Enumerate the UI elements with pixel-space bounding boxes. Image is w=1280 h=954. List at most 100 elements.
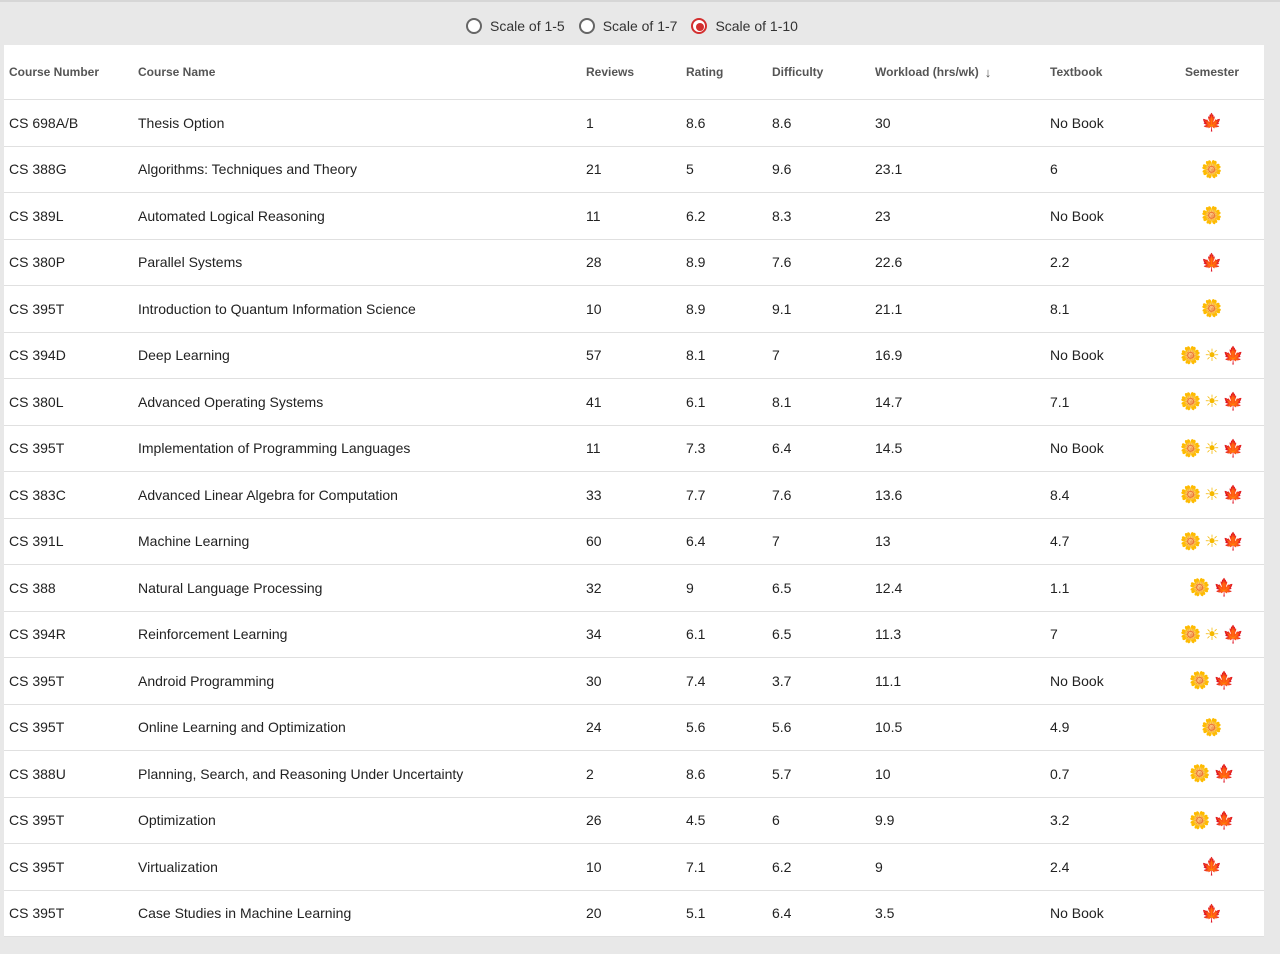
table-row[interactable]: CS 388 Natural Language Processing 32 9 6.5 1… <box>4 564 1264 612</box>
header-semester[interactable]: Semester <box>1160 45 1264 100</box>
scale-option-label: Scale of 1-5 <box>490 18 565 34</box>
cell-semester: 🌼 ☀ 🍁 <box>1160 425 1264 472</box>
cell-course-number: CS 395T <box>4 704 133 751</box>
cell-reviews: 32 <box>581 564 681 612</box>
cell-reviews: 30 <box>581 657 681 705</box>
cell-rating: 8.9 <box>681 285 767 333</box>
cell-rating: 7.4 <box>681 657 767 705</box>
maple-leaf-icon: 🍁 <box>1201 903 1223 923</box>
cell-workload: 9 <box>870 843 1045 891</box>
cell-course-number: CS 394R <box>4 611 133 658</box>
cell-semester: 🌼 <box>1160 704 1264 751</box>
cell-rating: 6.4 <box>681 518 767 565</box>
header-textbook[interactable]: Textbook <box>1045 45 1160 100</box>
cell-course-name: Deep Learning <box>133 332 581 379</box>
semester-icons: 🌼 <box>1201 161 1222 178</box>
radio-unchecked-icon[interactable] <box>578 18 595 34</box>
table-row[interactable]: CS 395T Implementation of Programming Lan… <box>4 425 1264 472</box>
scale-radio-group: Scale of 1-5 Scale of 1-7 Scale of 1-10 <box>466 15 812 37</box>
sun-icon: ☀ <box>1204 392 1220 412</box>
cell-textbook: No Book <box>1045 192 1160 240</box>
cell-rating: 7.1 <box>681 843 767 891</box>
cell-reviews: 34 <box>581 611 681 658</box>
table-row[interactable]: CS 395T Online Learning and Optimization 2… <box>4 704 1264 751</box>
scale-option-2[interactable]: Scale of 1-7 <box>578 18 677 34</box>
table-row[interactable]: CS 388U Planning, Search, and Reasoning U… <box>4 750 1264 798</box>
cell-semester: 🍁 <box>1160 239 1264 286</box>
header-difficulty[interactable]: Difficulty <box>767 45 870 100</box>
cell-difficulty: 8.3 <box>767 192 870 240</box>
table-row[interactable]: CS 388G Algorithms: Techniques and Theory… <box>4 146 1264 193</box>
flower-icon: 🌼 <box>1189 578 1211 598</box>
cell-rating: 9 <box>681 564 767 612</box>
cell-workload: 30 <box>870 99 1045 147</box>
radio-unchecked-icon[interactable] <box>466 18 482 34</box>
table-row[interactable]: CS 394R Reinforcement Learning 34 6.1 6.5 11.… <box>4 611 1264 658</box>
header-course-number[interactable]: Course Number <box>4 45 133 100</box>
sun-icon: ☀ <box>1204 624 1220 644</box>
header-workload[interactable]: Workload (hrs/wk) ↓ <box>870 45 1045 100</box>
cell-reviews: 2 <box>581 750 681 798</box>
cell-difficulty: 8.6 <box>767 99 870 147</box>
table-row[interactable]: CS 395T Introduction to Quantum Informati… <box>4 285 1264 333</box>
cell-rating: 5.1 <box>681 890 767 937</box>
cell-rating: 5.6 <box>681 704 767 751</box>
semester-icons: 🍁 <box>1201 905 1222 922</box>
semester-icons: 🌼 <box>1201 207 1222 224</box>
maple-leaf-icon: 🍁 <box>1213 810 1235 830</box>
cell-rating: 8.1 <box>681 332 767 379</box>
flower-icon: 🌼 <box>1201 206 1223 226</box>
table-row[interactable]: CS 389L Automated Logical Reasoning 11 6.2 8… <box>4 192 1264 240</box>
sun-icon: ☀ <box>1204 438 1220 458</box>
cell-reviews: 57 <box>581 332 681 379</box>
table-row[interactable]: CS 698A/B Thesis Option 1 8.6 8.6 30 No Book 🍁 <box>4 99 1264 147</box>
cell-semester: 🌼 ☀ 🍁 <box>1160 332 1264 379</box>
cell-course-name: Automated Logical Reasoning <box>133 192 581 240</box>
semester-icons: 🍁 <box>1201 858 1222 875</box>
table-row[interactable]: CS 395T Android Programming 30 7.4 3.7 11.1 No… <box>4 657 1264 705</box>
cell-workload: 10.5 <box>870 704 1045 751</box>
cell-course-name: Machine Learning <box>133 518 581 565</box>
semester-icons: 🌼 🍁 <box>1189 812 1234 829</box>
flower-icon: 🌼 <box>1180 345 1202 365</box>
cell-course-number: CS 395T <box>4 657 133 705</box>
header-rating[interactable]: Rating <box>681 45 767 100</box>
cell-rating: 8.9 <box>681 239 767 286</box>
cell-textbook: 1.1 <box>1045 564 1160 612</box>
table-row[interactable]: CS 395T Case Studies in Machine Learning 2… <box>4 890 1264 937</box>
table-row[interactable]: CS 383C Advanced Linear Algebra for Compu… <box>4 471 1264 519</box>
semester-icons: 🌼 ☀ 🍁 <box>1180 626 1244 643</box>
table-row[interactable]: CS 380L Advanced Operating Systems 41 6.1 8.… <box>4 378 1264 426</box>
cell-course-number: CS 388G <box>4 146 133 193</box>
scale-option-3[interactable]: Scale of 1-10 <box>691 18 798 34</box>
cell-difficulty: 9.1 <box>767 285 870 333</box>
header-reviews[interactable]: Reviews <box>581 45 681 100</box>
sun-icon: ☀ <box>1204 485 1220 505</box>
cell-course-number: CS 391L <box>4 518 133 565</box>
table-row[interactable]: CS 391L Machine Learning 60 6.4 7 13 4.7 🌼 ☀ 🍁 <box>4 518 1264 565</box>
scale-option-1[interactable]: Scale of 1-5 <box>466 18 565 34</box>
table-row[interactable]: CS 380P Parallel Systems 28 8.9 7.6 22.6 2.2 🍁 <box>4 239 1264 286</box>
cell-difficulty: 6.4 <box>767 425 870 472</box>
cell-course-name: Optimization <box>133 797 581 844</box>
cell-course-name: Parallel Systems <box>133 239 581 286</box>
flower-icon: 🌼 <box>1201 299 1223 319</box>
header-course-name[interactable]: Course Name <box>133 45 581 100</box>
cell-textbook: 3.2 <box>1045 797 1160 844</box>
cell-course-name: Planning, Search, and Reasoning Under Un… <box>133 750 581 798</box>
arrow-down-icon[interactable]: ↓ <box>984 64 992 80</box>
cell-textbook: 8.1 <box>1045 285 1160 333</box>
radio-checked-icon[interactable] <box>691 18 708 34</box>
cell-difficulty: 6.2 <box>767 843 870 891</box>
table-row[interactable]: CS 394D Deep Learning 57 8.1 7 16.9 No Book 🌼 ☀ 🍁 <box>4 332 1264 379</box>
flower-icon: 🌼 <box>1180 531 1202 551</box>
cell-course-name: Advanced Linear Algebra for Computation <box>133 471 581 519</box>
sun-icon: ☀ <box>1204 345 1220 365</box>
table-row[interactable]: CS 395T Optimization 26 4.5 6 9.9 3.2 🌼 🍁 <box>4 797 1264 844</box>
cell-course-number: CS 395T <box>4 890 133 937</box>
semester-icons: 🍁 <box>1201 114 1222 131</box>
cell-textbook: 6 <box>1045 146 1160 193</box>
cell-difficulty: 7 <box>767 518 870 565</box>
cell-textbook: No Book <box>1045 657 1160 705</box>
table-row[interactable]: CS 395T Virtualization 10 7.1 6.2 9 2.4 🍁 <box>4 843 1264 891</box>
